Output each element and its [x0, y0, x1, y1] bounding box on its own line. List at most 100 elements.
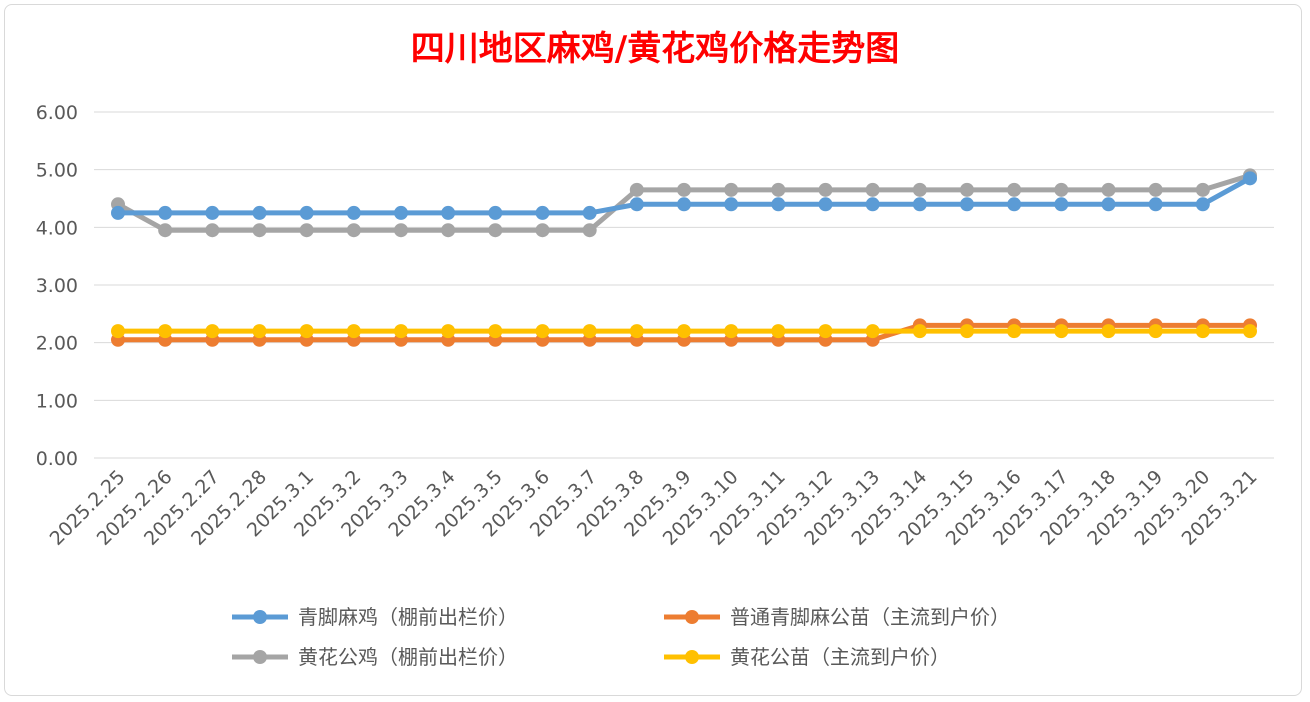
data-point: [1054, 197, 1069, 212]
data-point: [1243, 171, 1257, 186]
y-tick-label: 6.00: [36, 102, 78, 124]
data-point: [724, 324, 739, 339]
data-point: [1148, 324, 1163, 339]
data-point: [1243, 324, 1257, 339]
data-point: [724, 197, 739, 212]
data-point: [394, 205, 408, 220]
data-point: [582, 205, 597, 220]
chart-title: 四川地区麻鸡/黄花鸡价格走势图: [411, 29, 899, 69]
data-point: [1054, 182, 1069, 197]
legend-label: 黄花公鸡（棚前出栏价）: [298, 645, 518, 669]
data-point: [535, 223, 550, 238]
series-2: [111, 168, 1257, 238]
data-point: [677, 197, 691, 212]
y-tick-label: 2.00: [36, 333, 78, 355]
data-point: [1007, 324, 1022, 339]
data-point: [252, 223, 267, 238]
data-point: [1148, 197, 1163, 212]
y-tick-label: 5.00: [36, 160, 78, 182]
data-point: [488, 205, 503, 220]
data-point: [346, 223, 361, 238]
legend-item[interactable]: 青脚麻鸡（棚前出栏价）: [232, 605, 518, 629]
data-point: [818, 197, 833, 212]
data-point: [818, 324, 833, 339]
data-point: [582, 324, 597, 339]
legend-swatch-marker: [253, 610, 267, 624]
legend-swatch-marker: [685, 610, 699, 624]
data-point: [1195, 324, 1210, 339]
data-point: [488, 223, 503, 238]
data-point: [629, 182, 644, 197]
legend-swatch-marker: [685, 650, 699, 664]
data-point: [960, 182, 974, 197]
y-tick-label: 4.00: [36, 217, 78, 239]
data-point: [158, 324, 173, 339]
grid-lines: [94, 111, 1274, 459]
legend-label: 黄花公苗（主流到户价）: [730, 645, 950, 669]
data-point: [865, 324, 880, 339]
data-point: [1054, 324, 1069, 339]
data-point: [299, 223, 314, 238]
data-point: [394, 223, 408, 238]
data-point: [441, 324, 456, 339]
data-point: [1148, 182, 1163, 197]
data-point: [677, 324, 691, 339]
data-point: [818, 182, 833, 197]
data-point: [677, 182, 691, 197]
data-point: [158, 205, 173, 220]
data-point: [205, 324, 220, 339]
data-point: [1007, 182, 1022, 197]
data-point: [252, 205, 267, 220]
series-0: [111, 171, 1257, 220]
data-point: [535, 205, 550, 220]
data-point: [865, 197, 880, 212]
legend-swatch-marker: [253, 650, 267, 664]
data-point: [158, 223, 173, 238]
data-point: [346, 205, 361, 220]
data-point: [771, 324, 786, 339]
data-point: [724, 182, 739, 197]
data-point: [629, 324, 644, 339]
y-tick-label: 0.00: [36, 448, 78, 470]
data-point: [1101, 197, 1116, 212]
y-tick-label: 3.00: [36, 275, 78, 297]
data-point: [912, 182, 927, 197]
data-point: [1195, 197, 1210, 212]
data-point: [1195, 182, 1210, 197]
data-point: [865, 182, 880, 197]
data-point: [771, 182, 786, 197]
x-axis-tick-labels: 2025.2.252025.2.262025.2.272025.2.282025…: [46, 466, 1262, 550]
data-point: [1101, 182, 1116, 197]
data-point: [299, 205, 314, 220]
data-point: [1007, 197, 1022, 212]
y-axis-tick-labels: 0.00 1.00 2.00 3.00 4.00 5.00 6.00: [36, 102, 78, 470]
data-point: [252, 324, 267, 339]
legend-item[interactable]: 黄花公鸡（棚前出栏价）: [232, 645, 518, 669]
data-point: [488, 324, 503, 339]
chart-frame: [4, 4, 1302, 696]
data-point: [299, 324, 314, 339]
legend-label: 普通青脚麻公苗（主流到户价）: [730, 605, 1010, 629]
data-point: [346, 324, 361, 339]
legend-label: 青脚麻鸡（棚前出栏价）: [298, 605, 518, 629]
data-point: [912, 324, 927, 339]
data-point: [582, 223, 597, 238]
legend[interactable]: 青脚麻鸡（棚前出栏价） 普通青脚麻公苗（主流到户价） 黄花公鸡（棚前出栏价） 黄花公苗…: [232, 605, 1010, 669]
data-point: [1101, 324, 1116, 339]
data-point: [629, 197, 644, 212]
data-point: [960, 197, 974, 212]
y-tick-label: 1.00: [36, 390, 78, 412]
data-point: [111, 205, 125, 220]
legend-item[interactable]: 普通青脚麻公苗（主流到户价）: [664, 605, 1010, 629]
series-3: [111, 324, 1257, 339]
data-point: [205, 223, 220, 238]
data-point: [441, 223, 456, 238]
data-point: [111, 324, 125, 339]
data-point: [205, 205, 220, 220]
data-point: [535, 324, 550, 339]
data-point: [394, 324, 408, 339]
data-point: [960, 324, 974, 339]
series-layer: [111, 168, 1257, 347]
data-point: [771, 197, 786, 212]
legend-item[interactable]: 黄花公苗（主流到户价）: [664, 645, 950, 669]
